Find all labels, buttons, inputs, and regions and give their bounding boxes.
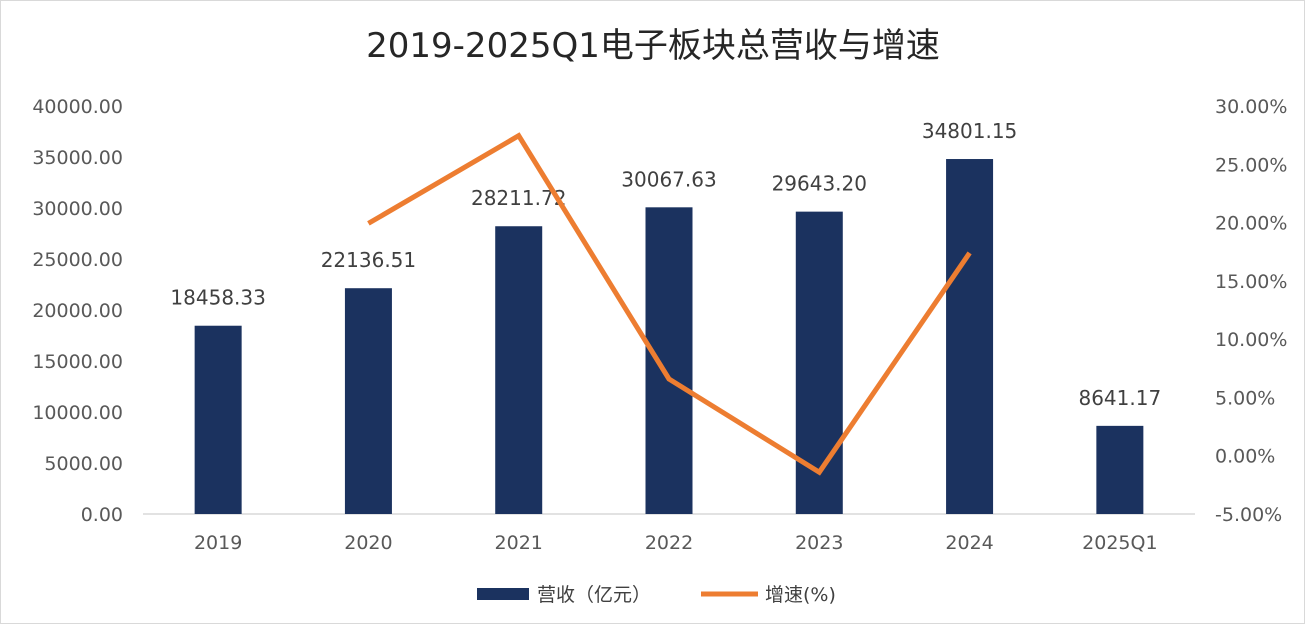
right-axis-tick-label: 30.00% [1215,96,1287,118]
x-axis-tick-label: 2019 [194,532,242,554]
chart-title: 2019-2025Q1电子板块总营收与增速 [366,26,940,66]
x-axis-tick-label: 2024 [945,532,993,554]
bar-series [194,159,1144,515]
right-axis-tick-label: 5.00% [1215,387,1275,409]
left-axis-tick-label: 15000.00 [32,351,123,373]
left-axis-tick-label: 10000.00 [32,402,123,424]
right-axis-tick-label: 15.00% [1215,271,1287,293]
x-axis-ticks: 2019 2020 2021 2022 2023 2024 2025Q1 [194,532,1158,554]
x-axis-tick-label: 2020 [344,532,392,554]
bar-2020 [344,288,392,514]
left-axis-tick-label: 40000.00 [32,96,123,118]
left-axis-tick-label: 35000.00 [32,147,123,169]
x-axis-tick-label: 2021 [495,532,543,554]
x-axis-tick-label: 2023 [795,532,843,554]
legend: 营收（亿元） 增速(%) [477,584,836,606]
left-axis-tick-label: 0.00 [81,504,123,526]
right-axis-tick-label: 20.00% [1215,213,1287,235]
right-axis-ticks: -5.00% 0.00% 5.00% 10.00% 15.00% 20.00% 25.00%… [1215,96,1287,526]
line-series [367,132,972,476]
x-axis-tick-label: 2025Q1 [1082,532,1157,554]
bar-2019 [194,325,242,514]
right-axis-tick-label: 10.00% [1215,329,1287,351]
bar-data-label: 8641.17 [1078,386,1161,410]
legend-bar-label: 营收（亿元） [537,584,651,606]
bar-data-label: 34801.15 [922,119,1017,143]
left-axis-tick-label: 25000.00 [32,249,123,271]
left-axis-tick-label: 5000.00 [44,453,123,475]
bar-data-label: 30067.63 [621,167,716,191]
right-axis-tick-label: -5.00% [1215,504,1282,526]
right-axis-tick-label: 25.00% [1215,154,1287,176]
legend-bar-swatch [477,588,529,600]
bar-2021 [495,226,543,514]
left-axis-tick-label: 30000.00 [32,198,123,220]
right-axis-tick-label: 0.00% [1215,446,1275,468]
bar-data-label: 29643.20 [772,172,867,196]
left-axis-ticks: 0.00 5000.00 10000.00 15000.00 20000.00 25000… [32,96,123,526]
left-axis-tick-label: 20000.00 [32,300,123,322]
x-axis-tick-label: 2022 [645,532,693,554]
bar-data-label: 22136.51 [321,248,416,272]
legend-line-label: 增速(%) [765,584,836,606]
bar-2024 [946,159,994,515]
bar-data-label: 18458.33 [170,286,265,310]
growth-rate-line [367,132,972,476]
bar-2025Q1 [1096,425,1144,514]
bar-2022 [645,207,693,514]
